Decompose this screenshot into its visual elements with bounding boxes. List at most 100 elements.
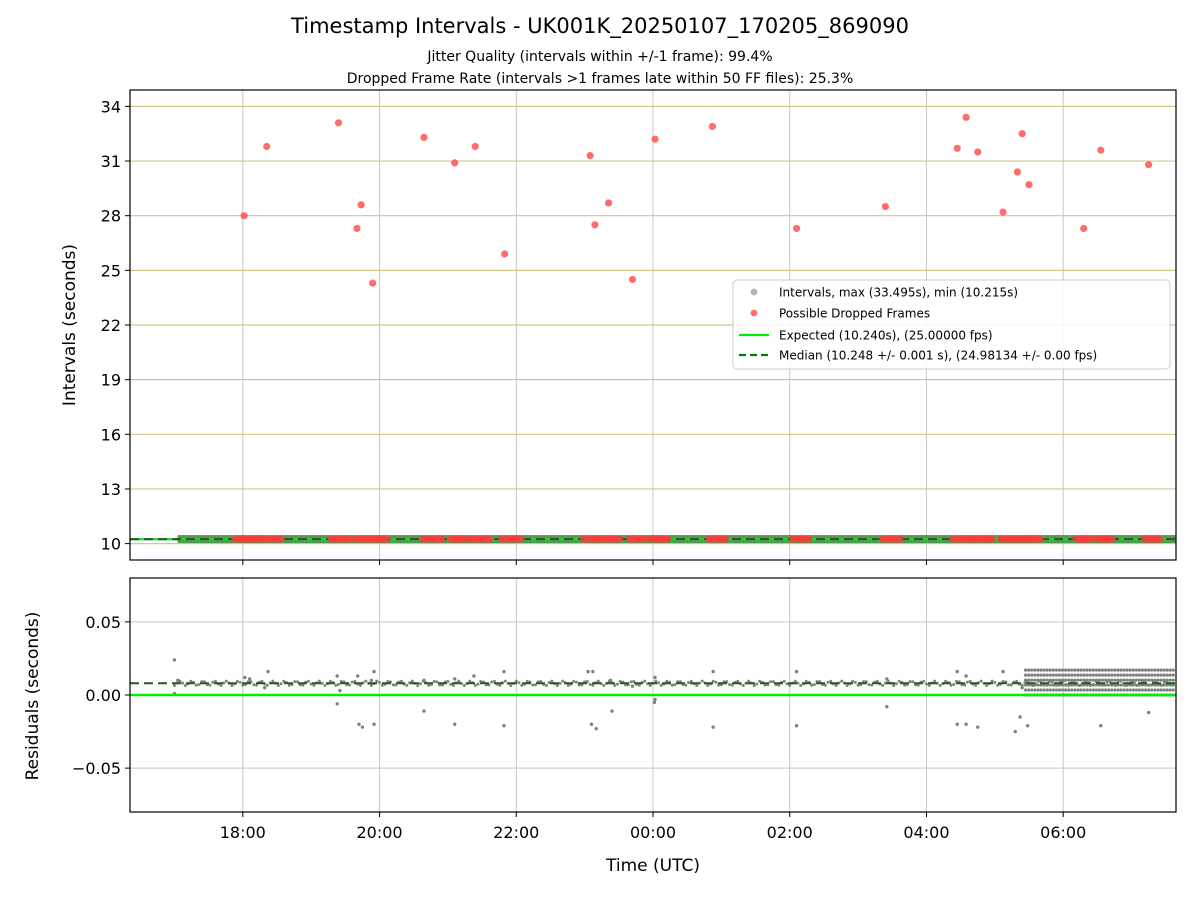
- dropped-frame-point: [277, 535, 285, 543]
- residual-point: [1018, 715, 1022, 719]
- residual-point: [736, 679, 740, 683]
- dropped-frame-point: [353, 224, 361, 233]
- residual-point: [1039, 673, 1043, 677]
- residual-point: [1042, 668, 1046, 672]
- residual-point: [711, 669, 715, 674]
- residual-point: [1116, 668, 1120, 672]
- dropped-frame-point: [461, 535, 470, 543]
- residual-point: [1091, 678, 1095, 682]
- residual-point: [422, 709, 426, 713]
- residual-point: [1060, 668, 1065, 672]
- residual-point: [1110, 668, 1114, 672]
- residual-point: [796, 681, 800, 685]
- residual-point: [1168, 688, 1172, 692]
- residual-point: [1156, 678, 1160, 682]
- residual-point: [602, 683, 606, 687]
- residual-point: [965, 680, 969, 684]
- residual-point: [1131, 678, 1135, 682]
- residual-point: [1128, 668, 1132, 672]
- residual-point: [1131, 668, 1135, 672]
- residual-point: [1054, 678, 1058, 682]
- residual-point: [502, 669, 506, 674]
- residual-point: [706, 683, 710, 687]
- residual-point: [360, 725, 365, 729]
- residual-point: [586, 669, 590, 674]
- residual-point: [1116, 673, 1120, 677]
- residual-point: [730, 683, 734, 687]
- residual-point: [1009, 683, 1013, 687]
- residual-point: [544, 683, 548, 687]
- residual-point: [1125, 688, 1129, 692]
- residual-point: [451, 683, 455, 687]
- dropped-frame-point: [1097, 146, 1105, 154]
- residual-point: [1045, 678, 1049, 682]
- residual-point: [1091, 668, 1095, 672]
- residual-point: [1079, 683, 1083, 687]
- residual-point: [422, 678, 426, 683]
- residual-point: [752, 683, 756, 687]
- residual-point: [952, 682, 956, 686]
- residual-point: [1042, 688, 1046, 692]
- residual-point: [224, 679, 228, 683]
- dropped-frame-point: [345, 535, 353, 543]
- dropped-frame-point: [792, 224, 801, 233]
- residual-point: [265, 683, 269, 687]
- residual-point: [689, 679, 693, 683]
- residual-point: [1085, 668, 1089, 672]
- residual-point: [589, 722, 594, 726]
- residual-point: [687, 680, 691, 684]
- residual-point: [996, 683, 1000, 687]
- residual-point: [894, 682, 898, 686]
- residual-point: [976, 725, 980, 729]
- chart-subtitle-dropped: Dropped Frame Rate (intervals >1 frames …: [346, 71, 854, 87]
- residual-point: [1023, 688, 1028, 692]
- residual-point: [1067, 688, 1071, 692]
- y-axis-label-intervals: Intervals (seconds): [60, 244, 80, 406]
- residual-point: [711, 725, 715, 729]
- residual-point: [1171, 673, 1175, 677]
- residual-point: [509, 683, 513, 687]
- residual-point: [1150, 688, 1154, 692]
- residual-point: [927, 683, 931, 687]
- residual-point: [399, 679, 403, 683]
- residual-point: [659, 683, 663, 687]
- residual-point: [1107, 668, 1111, 672]
- residual-point: [358, 683, 362, 687]
- residual-point: [1122, 688, 1126, 692]
- residual-point: [1100, 673, 1105, 677]
- residual-point: [1116, 678, 1120, 682]
- dropped-frame-point: [881, 202, 890, 211]
- residual-point: [892, 683, 896, 687]
- dropped-frame-point: [953, 144, 961, 152]
- residual-point: [1113, 668, 1117, 672]
- residual-point: [1048, 678, 1052, 682]
- residual-point: [1036, 678, 1040, 682]
- residual-point: [260, 679, 264, 683]
- residual-point: [357, 722, 361, 726]
- residual-point: [629, 680, 633, 684]
- residual-point: [1094, 688, 1098, 692]
- residual-point: [181, 681, 185, 685]
- residual-point: [1100, 688, 1105, 692]
- residual-point: [1134, 668, 1138, 672]
- residual-point: [476, 682, 480, 686]
- residual-point: [1119, 683, 1123, 687]
- residual-point: [1033, 668, 1037, 672]
- x-tick-label: 20:00: [356, 823, 402, 842]
- residual-point: [1168, 673, 1172, 677]
- residual-point: [812, 683, 816, 687]
- residual-point: [1097, 673, 1102, 677]
- residual-point: [279, 682, 283, 686]
- residual-point: [1165, 678, 1169, 682]
- residual-point: [282, 679, 286, 683]
- residual-point: [335, 702, 339, 706]
- residual-point: [1156, 668, 1160, 672]
- residual-point: [1100, 678, 1105, 682]
- residual-point: [252, 683, 256, 687]
- residual-point: [1060, 678, 1065, 682]
- residual-point: [335, 674, 339, 678]
- residual-point: [353, 679, 357, 683]
- residual-point: [1091, 673, 1095, 677]
- residual-point: [1153, 688, 1157, 692]
- dropped-frame-point: [471, 142, 479, 151]
